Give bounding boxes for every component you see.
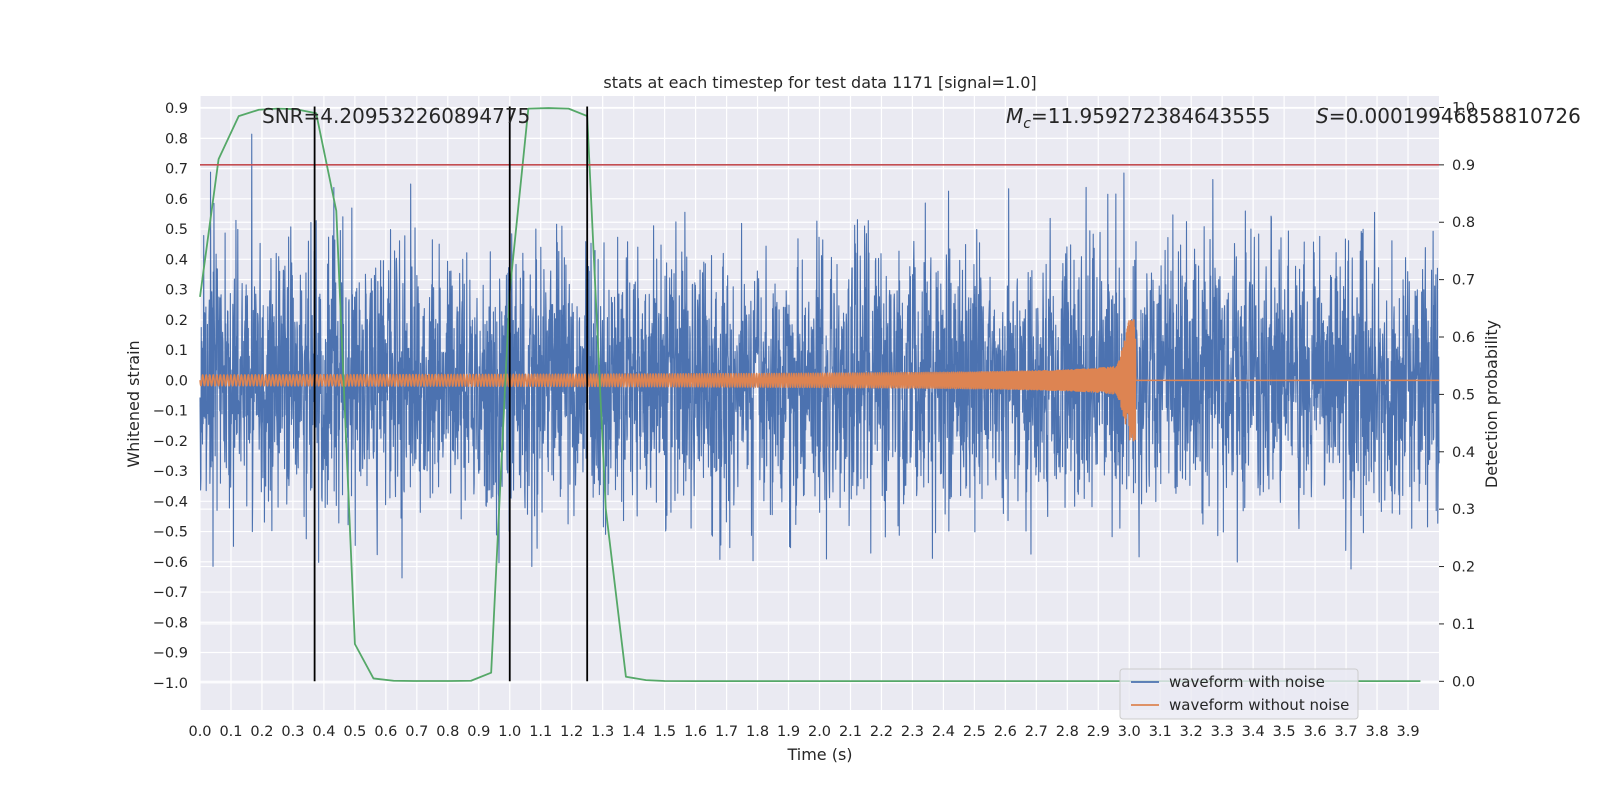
s-value: =0.00019946858810726: [1329, 104, 1581, 128]
x-tick-label: 2.2: [870, 724, 893, 740]
s-symbol: S: [1316, 104, 1329, 128]
y-tick-label: 0.1: [165, 343, 188, 359]
series-waveform-with-noise: [199, 133, 1440, 579]
x-axis-label: Time (s): [786, 745, 852, 764]
y-tick-label-right: 0.0: [1452, 674, 1475, 690]
x-tick-label: 2.5: [963, 724, 986, 740]
y-tick-label-right: 0.6: [1452, 330, 1475, 346]
x-tick-label: 0.9: [467, 724, 490, 740]
y-tick-label: 0.5: [165, 222, 188, 238]
reference-lines: [200, 106, 1439, 682]
x-tick-label: 0.3: [281, 724, 304, 740]
s-annotation: S=0.00019946858810726: [1316, 104, 1581, 128]
y-tick-label-right: 0.8: [1452, 215, 1475, 231]
legend-label-waveform-with-noise: waveform with noise: [1169, 673, 1325, 691]
y-tick-label: 0.8: [165, 131, 188, 147]
x-tick-label: 2.0: [808, 724, 831, 740]
x-tick-label: 0.5: [343, 724, 366, 740]
x-tick-label: 1.3: [591, 724, 614, 740]
y-tick-label: −0.7: [153, 585, 188, 601]
y-tick-label: 0.9: [165, 101, 188, 117]
legend-box: [1119, 668, 1359, 720]
x-tick-label: 1.4: [622, 724, 645, 740]
series-detection-probability: [199, 107, 1421, 683]
y-tick-label-right: 0.7: [1452, 273, 1475, 289]
y-tick-label: −0.8: [153, 615, 188, 631]
x-tick-label: 0.0: [188, 724, 211, 740]
x-tick-label: 0.4: [312, 724, 335, 740]
x-tick-label: 2.6: [994, 724, 1017, 740]
y-tick-label: 0.2: [165, 313, 188, 329]
x-tick-label: 1.8: [746, 724, 769, 740]
x-tick-label: 3.0: [1118, 724, 1141, 740]
y-axis-ticks-left: 0.9 0.8 0.7 0.6 0.5 0.4 0.3 0.2 0.1 0.0 −0.1 −0.2 −0…: [153, 101, 188, 692]
y-tick-label: −0.2: [153, 434, 188, 450]
x-tick-label: 2.4: [932, 724, 955, 740]
y-tick-label: −1.0: [153, 676, 188, 692]
y-axis-label-right: Detection probability: [1482, 320, 1501, 488]
y-tick-label-right: 1.0: [1452, 100, 1475, 116]
x-tick-label: 2.3: [901, 724, 924, 740]
y-tick-label: −0.3: [153, 464, 188, 480]
x-tick-label: 1.7: [715, 724, 738, 740]
y-axis-ticks-right: 1.0 0.9 0.8 0.7 0.6 0.5 0.4 0.3 0.2 0.1 0.0: [1439, 100, 1475, 690]
y-tick-label: 0.3: [165, 283, 188, 299]
chirp-mass-annotation: Mc=11.959272384643555: [1006, 104, 1270, 132]
chirp-mass-subscript: c: [1023, 116, 1031, 132]
waveform-with-noise-line: [199, 133, 1440, 579]
x-tick-label: 3.5: [1273, 724, 1296, 740]
chirp-mass-symbol: M: [1006, 104, 1023, 128]
chirp-mass-value: =11.959272384643555: [1031, 104, 1270, 128]
y-tick-label: −0.6: [153, 555, 188, 571]
x-tick-label: 2.9: [1087, 724, 1110, 740]
y-tick-label-right: 0.3: [1452, 502, 1475, 518]
y-axis-label-left: Whitened strain: [124, 340, 143, 467]
snr-annotation: SNR=4.209532260894775: [262, 104, 530, 128]
y-tick-label-right: 0.5: [1452, 387, 1475, 403]
y-tick-label: −0.4: [153, 494, 188, 510]
y-tick-label: 0.0: [165, 373, 188, 389]
x-tick-label: 1.2: [560, 724, 583, 740]
x-tick-label: 2.7: [1025, 724, 1048, 740]
x-tick-label: 3.3: [1211, 724, 1234, 740]
legend-label-waveform-without-noise: waveform without noise: [1169, 696, 1349, 714]
waveform-without-noise-line: [199, 319, 1440, 442]
x-tick-label: 0.6: [374, 724, 397, 740]
y-tick-label-right: 0.9: [1452, 158, 1475, 174]
x-tick-label: 2.8: [1056, 724, 1079, 740]
x-tick-label: 0.2: [250, 724, 273, 740]
x-tick-label: 1.6: [684, 724, 707, 740]
x-tick-label: 0.1: [219, 724, 242, 740]
x-tick-label: 2.1: [839, 724, 862, 740]
x-tick-label: 3.4: [1242, 724, 1265, 740]
y-tick-label: 0.4: [165, 252, 188, 268]
x-tick-label: 3.7: [1335, 724, 1358, 740]
y-tick-label: 0.7: [165, 162, 188, 178]
x-tick-label: 0.8: [436, 724, 459, 740]
x-tick-label: 0.7: [405, 724, 428, 740]
y-tick-label: −0.9: [153, 646, 188, 662]
chart-title: stats at each timestep for test data 117…: [603, 73, 1036, 92]
y-tick-label-right: 0.4: [1452, 445, 1475, 461]
y-tick-label-right: 0.1: [1452, 617, 1475, 633]
x-tick-label: 3.8: [1366, 724, 1389, 740]
y-tick-label-right: 0.2: [1452, 560, 1475, 576]
x-tick-label: 3.1: [1149, 724, 1172, 740]
x-tick-label: 3.2: [1180, 724, 1203, 740]
x-axis-ticks: 0.0 0.1 0.2 0.3 0.4 0.5 0.6 0.7 0.8 0.9 1.0 1.1 1.2 1…: [188, 724, 1419, 740]
x-tick-label: 3.6: [1304, 724, 1327, 740]
series-waveform-without-noise: [199, 319, 1440, 442]
x-tick-label: 3.9: [1396, 724, 1419, 740]
x-tick-label: 1.5: [653, 724, 676, 740]
legend: waveform with noise waveform without noi…: [1119, 668, 1359, 720]
x-tick-label: 1.0: [498, 724, 521, 740]
y-tick-label: −0.1: [153, 404, 188, 420]
detection-probability-line: [199, 107, 1421, 683]
x-tick-label: 1.1: [529, 724, 552, 740]
x-tick-label: 1.9: [777, 724, 800, 740]
y-tick-label: 0.6: [165, 192, 188, 208]
y-tick-label: −0.5: [153, 525, 188, 541]
